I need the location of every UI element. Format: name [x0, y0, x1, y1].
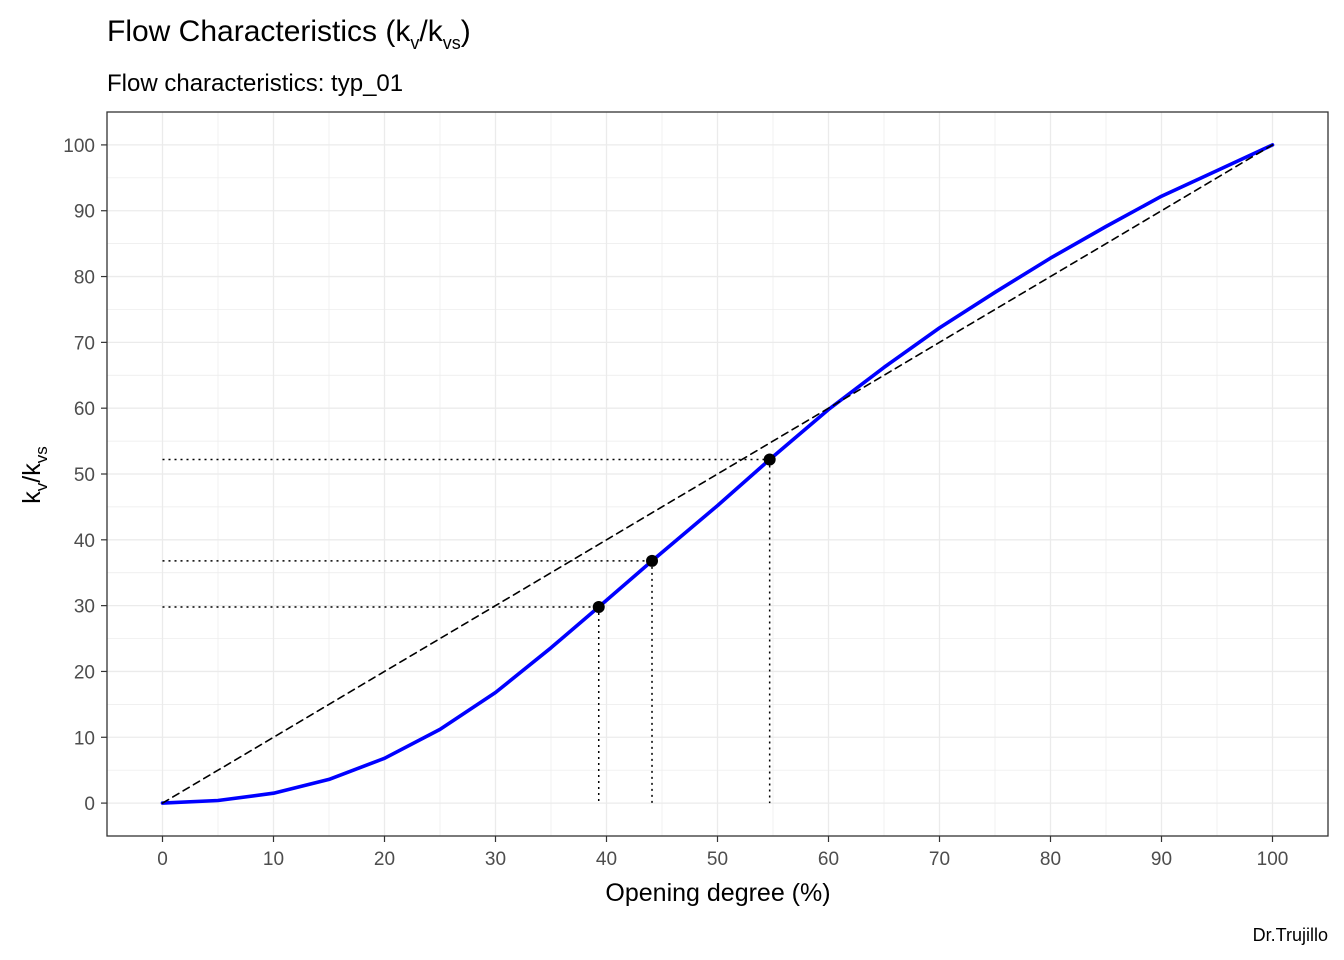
- data-point: [592, 600, 605, 613]
- linear-reference-line: [161, 144, 1274, 804]
- x-axis: 0 10 20 30 40 50 60 70 80 90 100: [157, 836, 1288, 870]
- chart-caption: Dr.Trujillo: [1253, 925, 1328, 945]
- y-tick-label: 50: [74, 465, 95, 486]
- x-tick-label: 30: [485, 849, 506, 870]
- y-tick-label: 10: [74, 728, 95, 749]
- y-axis-title: kv/kvs: [18, 446, 51, 503]
- y-tick-label: 20: [74, 662, 95, 683]
- y-tick-label: 70: [74, 333, 95, 354]
- y-tick-label: 0: [84, 794, 95, 815]
- title-sub-v: v: [410, 33, 419, 53]
- svg-text:kv/kvs: kv/kvs: [18, 446, 51, 503]
- y-tick-label: 100: [63, 136, 95, 157]
- data-point: [646, 554, 659, 567]
- y-tick-label: 90: [74, 202, 95, 223]
- title-mid: /k: [419, 15, 443, 48]
- y-axis: 0 10 20 30 40 50 60 70 80 90 100: [63, 136, 107, 815]
- title-base: Flow Characteristics (k: [107, 15, 411, 48]
- x-axis-title: Opening degree (%): [605, 879, 830, 907]
- ylabel-mid: /k: [18, 463, 46, 483]
- x-tick-label: 80: [1040, 849, 1061, 870]
- ylabel-sub-vs: vs: [32, 446, 51, 463]
- data-point: [763, 453, 776, 466]
- ylabel-sub-v: v: [32, 482, 51, 491]
- x-tick-label: 100: [1257, 849, 1289, 870]
- y-tick-label: 30: [74, 597, 95, 618]
- x-tick-label: 90: [1151, 849, 1172, 870]
- svg-text:Flow Characteristics (kv/kvs): Flow Characteristics (kv/kvs): [107, 15, 471, 53]
- reference-guides: [162, 458, 771, 804]
- series-layer: [160, 143, 1275, 805]
- x-tick-label: 0: [157, 849, 168, 870]
- ylabel-base: k: [18, 491, 46, 504]
- y-tick-label: 40: [74, 531, 95, 552]
- x-tick-label: 50: [707, 849, 728, 870]
- y-tick-label: 80: [74, 268, 95, 289]
- y-tick-label: 60: [74, 399, 95, 420]
- title-end: ): [461, 15, 471, 48]
- chart-title: Flow Characteristics (kv/kvs): [107, 15, 471, 53]
- chart-subtitle: Flow characteristics: typ_01: [107, 70, 403, 97]
- x-tick-label: 70: [929, 849, 950, 870]
- x-tick-label: 20: [374, 849, 395, 870]
- x-tick-label: 60: [818, 849, 839, 870]
- major-gridlines: [107, 112, 1328, 836]
- title-sub-vs: vs: [443, 33, 461, 53]
- x-tick-label: 40: [596, 849, 617, 870]
- x-tick-label: 10: [263, 849, 284, 870]
- flow-characteristic-curve: [160, 143, 1275, 805]
- marked-points: [592, 453, 776, 613]
